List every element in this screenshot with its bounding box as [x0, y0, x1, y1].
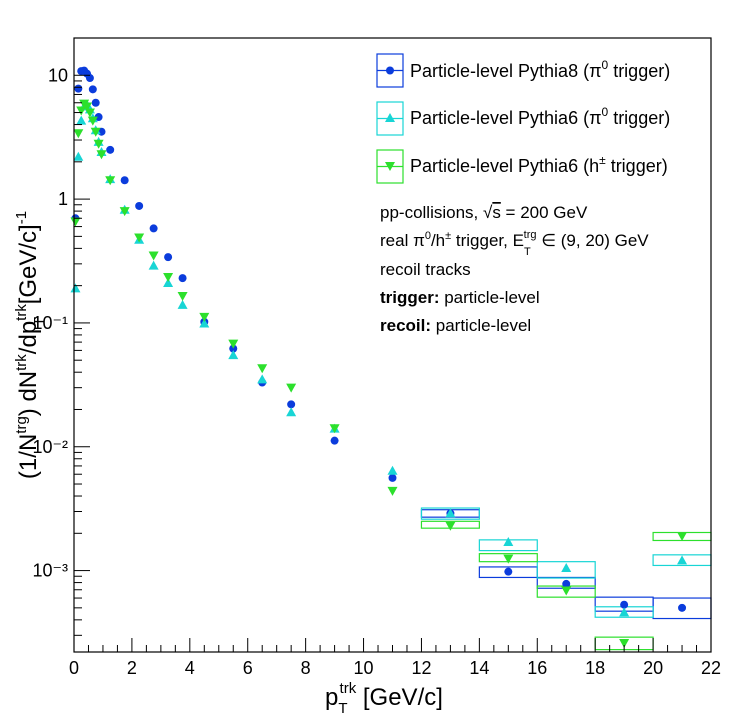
info-trigger-level: trigger: particle-level [380, 288, 540, 307]
data-point-s0-15 [178, 274, 187, 283]
data-point-s2-25 [619, 639, 630, 649]
axes: 0 2 4 6 8 10 12 14 16 18 20 22 10 1 10⁻¹ 10⁻² 10⁻³ [32, 37, 721, 678]
data-point-s1-1 [73, 151, 84, 161]
data-point-s0-24 [562, 579, 571, 588]
data-point-s2-5 [84, 108, 95, 118]
x-tick-label: 12 [411, 658, 431, 678]
data-point-s2-18 [257, 364, 268, 374]
uncertainty-box-s1-2 [536, 561, 596, 579]
data-point-s1-0 [70, 283, 81, 293]
data-point-s0-21 [388, 473, 397, 482]
x-tick-label: 8 [301, 658, 311, 678]
data-point-s2-19 [286, 383, 297, 393]
data-point-s0-25 [620, 600, 629, 609]
data-point-s1-22 [445, 508, 456, 518]
data-point-s2-21 [387, 486, 398, 496]
legend-marker-pythia6-pi0 [385, 113, 395, 122]
data-point-s0-23 [504, 567, 513, 576]
data-point-s2-16 [199, 312, 210, 322]
y-tick-label: 10⁻¹ [32, 313, 68, 333]
x-tick-label: 22 [701, 658, 721, 678]
data-point-s2-20 [329, 424, 340, 434]
data-point-s0-7 [91, 98, 100, 107]
data-point-s2-13 [148, 251, 159, 261]
y-tick-label: 10⁻² [32, 437, 68, 457]
data-point-s2-8 [93, 139, 104, 149]
data-point-s2-14 [163, 272, 174, 282]
data-point-s0-8 [94, 113, 103, 122]
data-point-s2-7 [90, 127, 101, 137]
data-points [70, 66, 688, 649]
data-point-s1-23 [503, 537, 514, 547]
info-recoil-level: recoil: particle-level [380, 316, 531, 335]
data-point-s2-23 [503, 554, 514, 564]
legend-marker-pythia8-pi0 [386, 66, 394, 75]
data-point-s1-26 [677, 555, 688, 565]
data-point-s1-2 [76, 115, 87, 125]
x-tick-label: 10 [354, 658, 374, 678]
x-tick-label: 0 [69, 658, 79, 678]
info-collisions: pp-collisions, √s = 200 GeV [380, 203, 588, 222]
y-tick-label: 1 [58, 189, 68, 209]
legend: Particle-level Pythia8 (π0 trigger) Part… [376, 53, 670, 184]
data-point-s1-15 [177, 299, 188, 309]
data-point-s0-13 [149, 224, 158, 233]
x-tick-label: 2 [127, 658, 137, 678]
data-point-s0-5 [85, 74, 94, 83]
data-point-s1-21 [387, 465, 398, 475]
data-point-s2-24 [561, 586, 572, 596]
data-point-s0-10 [106, 145, 115, 154]
data-point-s1-14 [163, 278, 174, 288]
data-point-s0-26 [678, 603, 687, 612]
legend-label-pythia6-pi0: Particle-level Pythia6 (π0 trigger) [410, 105, 670, 128]
y-tick-label: 10⁻³ [32, 561, 68, 581]
data-point-s1-19 [286, 407, 297, 417]
data-point-s2-26 [677, 532, 688, 542]
data-point-s0-19 [287, 400, 296, 409]
data-point-s2-1 [73, 129, 84, 139]
data-point-s1-18 [257, 374, 268, 384]
data-point-s2-4 [82, 102, 93, 112]
data-point-s1-25 [619, 607, 630, 617]
x-tick-label: 18 [585, 658, 605, 678]
legend-label-pythia6-hpm: Particle-level Pythia6 (h± trigger) [410, 153, 668, 176]
info-recoil-tracks: recoil tracks [380, 260, 471, 279]
data-point-s2-15 [177, 291, 188, 301]
data-point-s0-11 [120, 176, 129, 185]
data-point-s2-2 [76, 106, 87, 116]
y-tick-label: 10 [48, 65, 68, 85]
x-tick-label: 4 [185, 658, 195, 678]
data-point-s0-6 [88, 85, 97, 94]
data-point-s1-17 [228, 350, 239, 360]
data-point-s2-11 [119, 207, 130, 217]
data-point-s0-1 [74, 84, 83, 93]
data-point-s2-6 [87, 116, 98, 126]
data-point-s1-24 [561, 562, 572, 572]
uncertainty-box-s1-0 [420, 507, 480, 520]
x-tick-label: 20 [643, 658, 663, 678]
data-point-s1-13 [148, 260, 159, 270]
legend-marker-pythia6-hpm [385, 162, 395, 171]
data-point-s2-22 [445, 521, 456, 531]
data-point-s0-12 [135, 201, 144, 210]
data-point-s2-0 [70, 217, 81, 227]
data-point-s2-10 [105, 176, 116, 186]
data-point-s0-14 [164, 253, 173, 262]
data-point-s0-20 [330, 436, 339, 445]
data-point-s2-9 [96, 150, 107, 160]
legend-label-pythia8-pi0: Particle-level Pythia8 (π0 trigger) [410, 58, 670, 81]
x-tick-label: 16 [527, 658, 547, 678]
x-tick-label: 14 [469, 658, 489, 678]
data-point-s2-17 [228, 339, 239, 349]
x-tick-label: 6 [243, 658, 253, 678]
data-point-s1-16 [199, 318, 210, 328]
data-point-s2-12 [134, 233, 145, 243]
